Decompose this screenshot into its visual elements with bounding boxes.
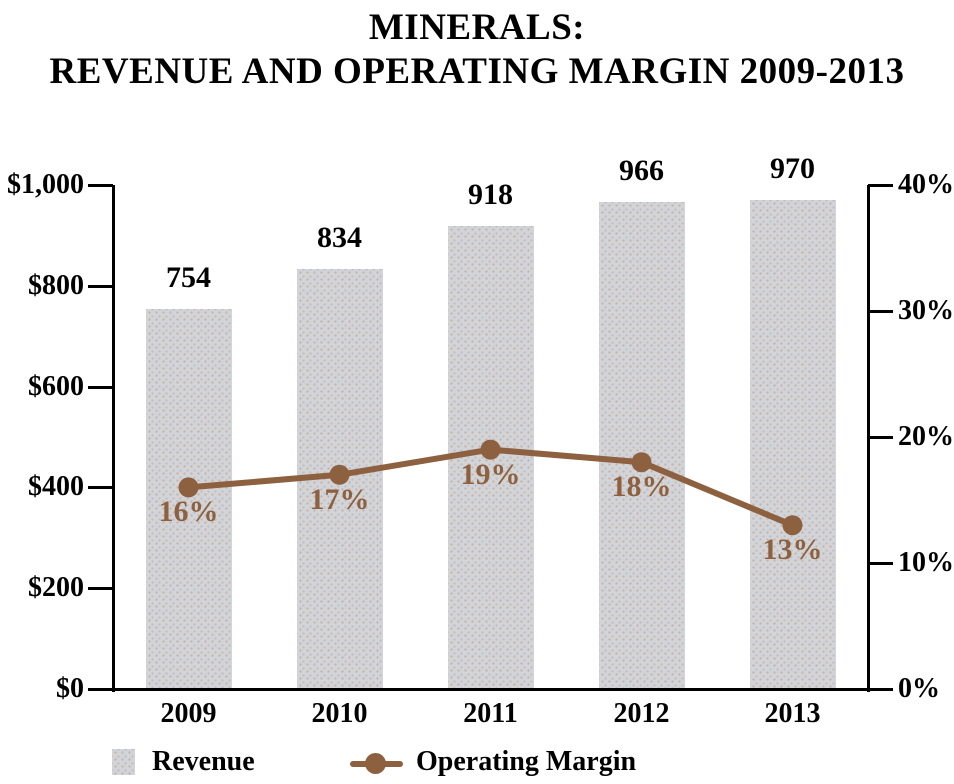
x-axis-category-2010: 2010 bbox=[311, 698, 368, 729]
revenue-value-label-2012: 966 bbox=[619, 154, 664, 188]
legend-operating-margin-label: Operating Margin bbox=[416, 746, 637, 777]
operating-margin-label-2011: 19% bbox=[460, 457, 521, 491]
revenue-value-label-2009: 754 bbox=[166, 260, 211, 294]
left-axis-tick bbox=[88, 284, 113, 288]
operating-margin-label-2009: 16% bbox=[158, 495, 219, 529]
left-axis-tick-label: $800 bbox=[28, 269, 84, 301]
right-axis-tick bbox=[868, 562, 893, 565]
right-axis-tick-label: 30% bbox=[898, 295, 954, 326]
x-axis-category-2013: 2013 bbox=[764, 698, 821, 729]
chart-title-line2: REVENUE AND OPERATING MARGIN 2009-2013 bbox=[49, 51, 905, 92]
operating-margin-label-2013: 13% bbox=[762, 533, 823, 567]
left-axis-tick bbox=[88, 184, 113, 187]
legend-operating-margin-dot-icon bbox=[365, 753, 386, 774]
right-axis-tick-label: 10% bbox=[898, 547, 954, 578]
left-axis-tick bbox=[88, 587, 113, 591]
right-axis-tick-label: 0% bbox=[898, 673, 940, 704]
revenue-bar-2010 bbox=[296, 268, 383, 689]
chart-title: MINERALS: REVENUE AND OPERATING MARGIN 2… bbox=[0, 6, 954, 94]
left-axis-tick-label: $0 bbox=[56, 673, 84, 704]
revenue-bar-2012 bbox=[598, 202, 685, 689]
x-axis-line bbox=[88, 688, 893, 691]
left-axis-tick-label: $1,000 bbox=[7, 169, 84, 200]
right-axis-tick bbox=[868, 184, 893, 187]
revenue-value-label-2013: 970 bbox=[770, 152, 815, 186]
right-axis-tick-label: 20% bbox=[898, 421, 954, 452]
left-axis-tick-label: $600 bbox=[28, 370, 84, 402]
x-axis-category-2011: 2011 bbox=[463, 698, 518, 729]
legend-revenue-swatch bbox=[112, 749, 135, 775]
legend-revenue-label: Revenue bbox=[152, 746, 255, 777]
left-axis-tick-label: $400 bbox=[28, 471, 84, 503]
right-axis-tick bbox=[868, 688, 893, 691]
left-axis-tick bbox=[88, 486, 113, 490]
left-axis-tick bbox=[88, 688, 113, 691]
chart-title-line1: MINERALS: bbox=[368, 7, 586, 48]
x-axis-category-2012: 2012 bbox=[613, 698, 670, 729]
revenue-value-label-2011: 918 bbox=[468, 178, 513, 212]
right-axis-tick bbox=[868, 310, 893, 313]
x-axis-category-2009: 2009 bbox=[160, 698, 217, 729]
right-axis-tick-label: 40% bbox=[898, 169, 954, 200]
right-axis-tick bbox=[868, 436, 893, 439]
operating-margin-label-2012: 18% bbox=[611, 470, 672, 504]
left-axis-tick-label: $200 bbox=[28, 572, 84, 604]
revenue-bar-2013 bbox=[749, 200, 836, 689]
revenue-value-label-2010: 834 bbox=[317, 220, 362, 254]
operating-margin-label-2010: 17% bbox=[309, 482, 370, 516]
left-axis-tick bbox=[88, 385, 113, 389]
left-axis-line bbox=[112, 185, 115, 692]
